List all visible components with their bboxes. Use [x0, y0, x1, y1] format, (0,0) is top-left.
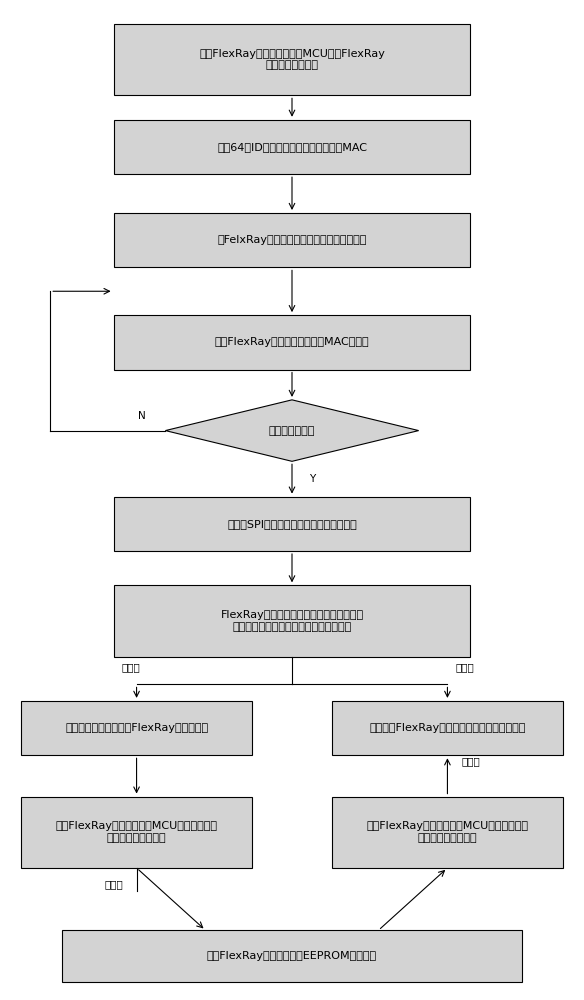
Text: 各个FlexRay分存储节点的EEPROM存储单元: 各个FlexRay分存储节点的EEPROM存储单元 [207, 951, 377, 961]
Bar [22, 797, 252, 868]
Text: 每个FlexRay分存储节点的MCU根据加密指令
对接收数据进行加密: 每个FlexRay分存储节点的MCU根据加密指令 对接收数据进行加密 [55, 821, 218, 843]
Text: Y: Y [310, 474, 315, 484]
Text: 写命令: 写命令 [121, 663, 140, 673]
Bar [113, 497, 471, 551]
Text: 每个FlexRay总线存储节点的MCU完成FlexRay
总线接口的初始化: 每个FlexRay总线存储节点的MCU完成FlexRay 总线接口的初始化 [199, 49, 385, 70]
Bar [113, 24, 471, 95]
Text: FlexRay总存储节点建立数据信息分布存储
表和加密算法表，分解关键数据包的内容: FlexRay总存储节点建立数据信息分布存储 表和加密算法表，分解关键数据包的内… [220, 610, 364, 632]
Bar [332, 797, 562, 868]
Bar [113, 315, 471, 370]
Text: 写数据: 写数据 [104, 879, 123, 889]
Bar [22, 701, 252, 755]
Bar [113, 120, 471, 174]
Bar [113, 213, 471, 267]
Text: 接收各个FlexRay分存储节点数据，组合数据包: 接收各个FlexRay分存储节点数据，组合数据包 [369, 723, 526, 733]
Text: 读数据: 读数据 [461, 756, 480, 766]
Bar [113, 585, 471, 657]
Text: 读取FlexRay总存储节点发送的MAC认证码: 读取FlexRay总存储节点发送的MAC认证码 [215, 337, 369, 347]
Bar [332, 701, 562, 755]
Text: 认证是否相同？: 认证是否相同？ [269, 426, 315, 436]
Text: N: N [138, 411, 146, 421]
Text: 分解数据，发送到各个FlexRay分存储节点: 分解数据，发送到各个FlexRay分存储节点 [65, 723, 208, 733]
Text: 每个FlexRay分存储节点的MCU根据解密指令
对存储数据进行解密: 每个FlexRay分存储节点的MCU根据解密指令 对存储数据进行解密 [366, 821, 529, 843]
Text: 初始化SPI接口，接收上位机的关键数据包: 初始化SPI接口，接收上位机的关键数据包 [227, 519, 357, 529]
Text: 将FelxRay总线接口虚拟成为一个存储器接口: 将FelxRay总线接口虚拟成为一个存储器接口 [217, 235, 367, 245]
Text: 读命令: 读命令 [456, 663, 474, 673]
Polygon shape [165, 400, 419, 461]
Bar [62, 930, 522, 982]
Text: 读取64位ID认证加密芯片的消息认证码MAC: 读取64位ID认证加密芯片的消息认证码MAC [217, 142, 367, 152]
